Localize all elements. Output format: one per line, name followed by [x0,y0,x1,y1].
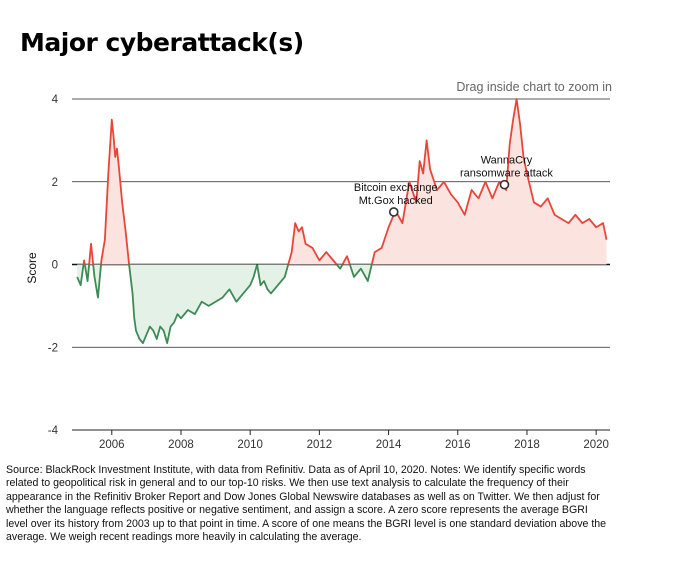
positive-line-segment [341,255,351,265]
annotation-label: Bitcoin exchange [354,182,438,194]
annotation-label: ransomware attack [460,168,553,180]
axes: 4 2 0 -2 -4 2006 2008 2010 2012 2014 2016 2018 2020 [48,94,610,451]
x-tick-label: 2016 [445,439,471,451]
x-tick-label: 2018 [514,439,540,451]
negative-area [257,264,289,294]
chart-title: Major cyberattack(s) [20,28,304,57]
y-axis-label: Score [25,252,39,284]
y-tick-label: -2 [48,342,58,354]
negative-line-segment [76,264,85,287]
annotation-label: WannaCry [481,155,533,167]
negative-area [129,264,258,344]
area-fills [77,99,607,344]
x-tick-label: 2008 [168,439,194,451]
positive-line-segment [370,98,608,265]
negative-line-segment [92,264,102,299]
negative-line-segment [348,264,373,282]
y-tick-label: 2 [52,177,58,189]
negative-line-segment [335,263,344,270]
source-note: Source: BlackRock Investment Institute, … [6,464,607,544]
negative-area [93,264,102,298]
event-marker [388,207,399,217]
x-tick-label: 2020 [583,439,609,451]
positive-line-segment [88,242,95,265]
zoom-hint: Drag inside chart to zoom in [456,80,612,94]
positive-line-segment [82,259,86,265]
x-tick-label: 2006 [99,439,125,451]
annotation-label: Mt.Gox hacked [359,195,433,207]
positive-area [371,99,607,265]
y-tick-label: -4 [48,425,59,437]
x-tick-label: 2014 [376,439,402,451]
negative-line-segment [256,264,290,295]
negative-line-segment [83,264,91,282]
series-lines [76,98,608,345]
positive-line-segment [100,118,130,265]
positive-area [101,119,130,265]
negative-line-segment [128,264,258,345]
y-tick-label: 4 [52,94,59,106]
x-tick-label: 2010 [237,439,263,451]
event-marker [499,179,510,190]
positive-line-segment [287,222,338,266]
positive-area [288,223,337,265]
y-tick-label: 0 [52,260,58,272]
x-tick-label: 2012 [307,439,333,451]
